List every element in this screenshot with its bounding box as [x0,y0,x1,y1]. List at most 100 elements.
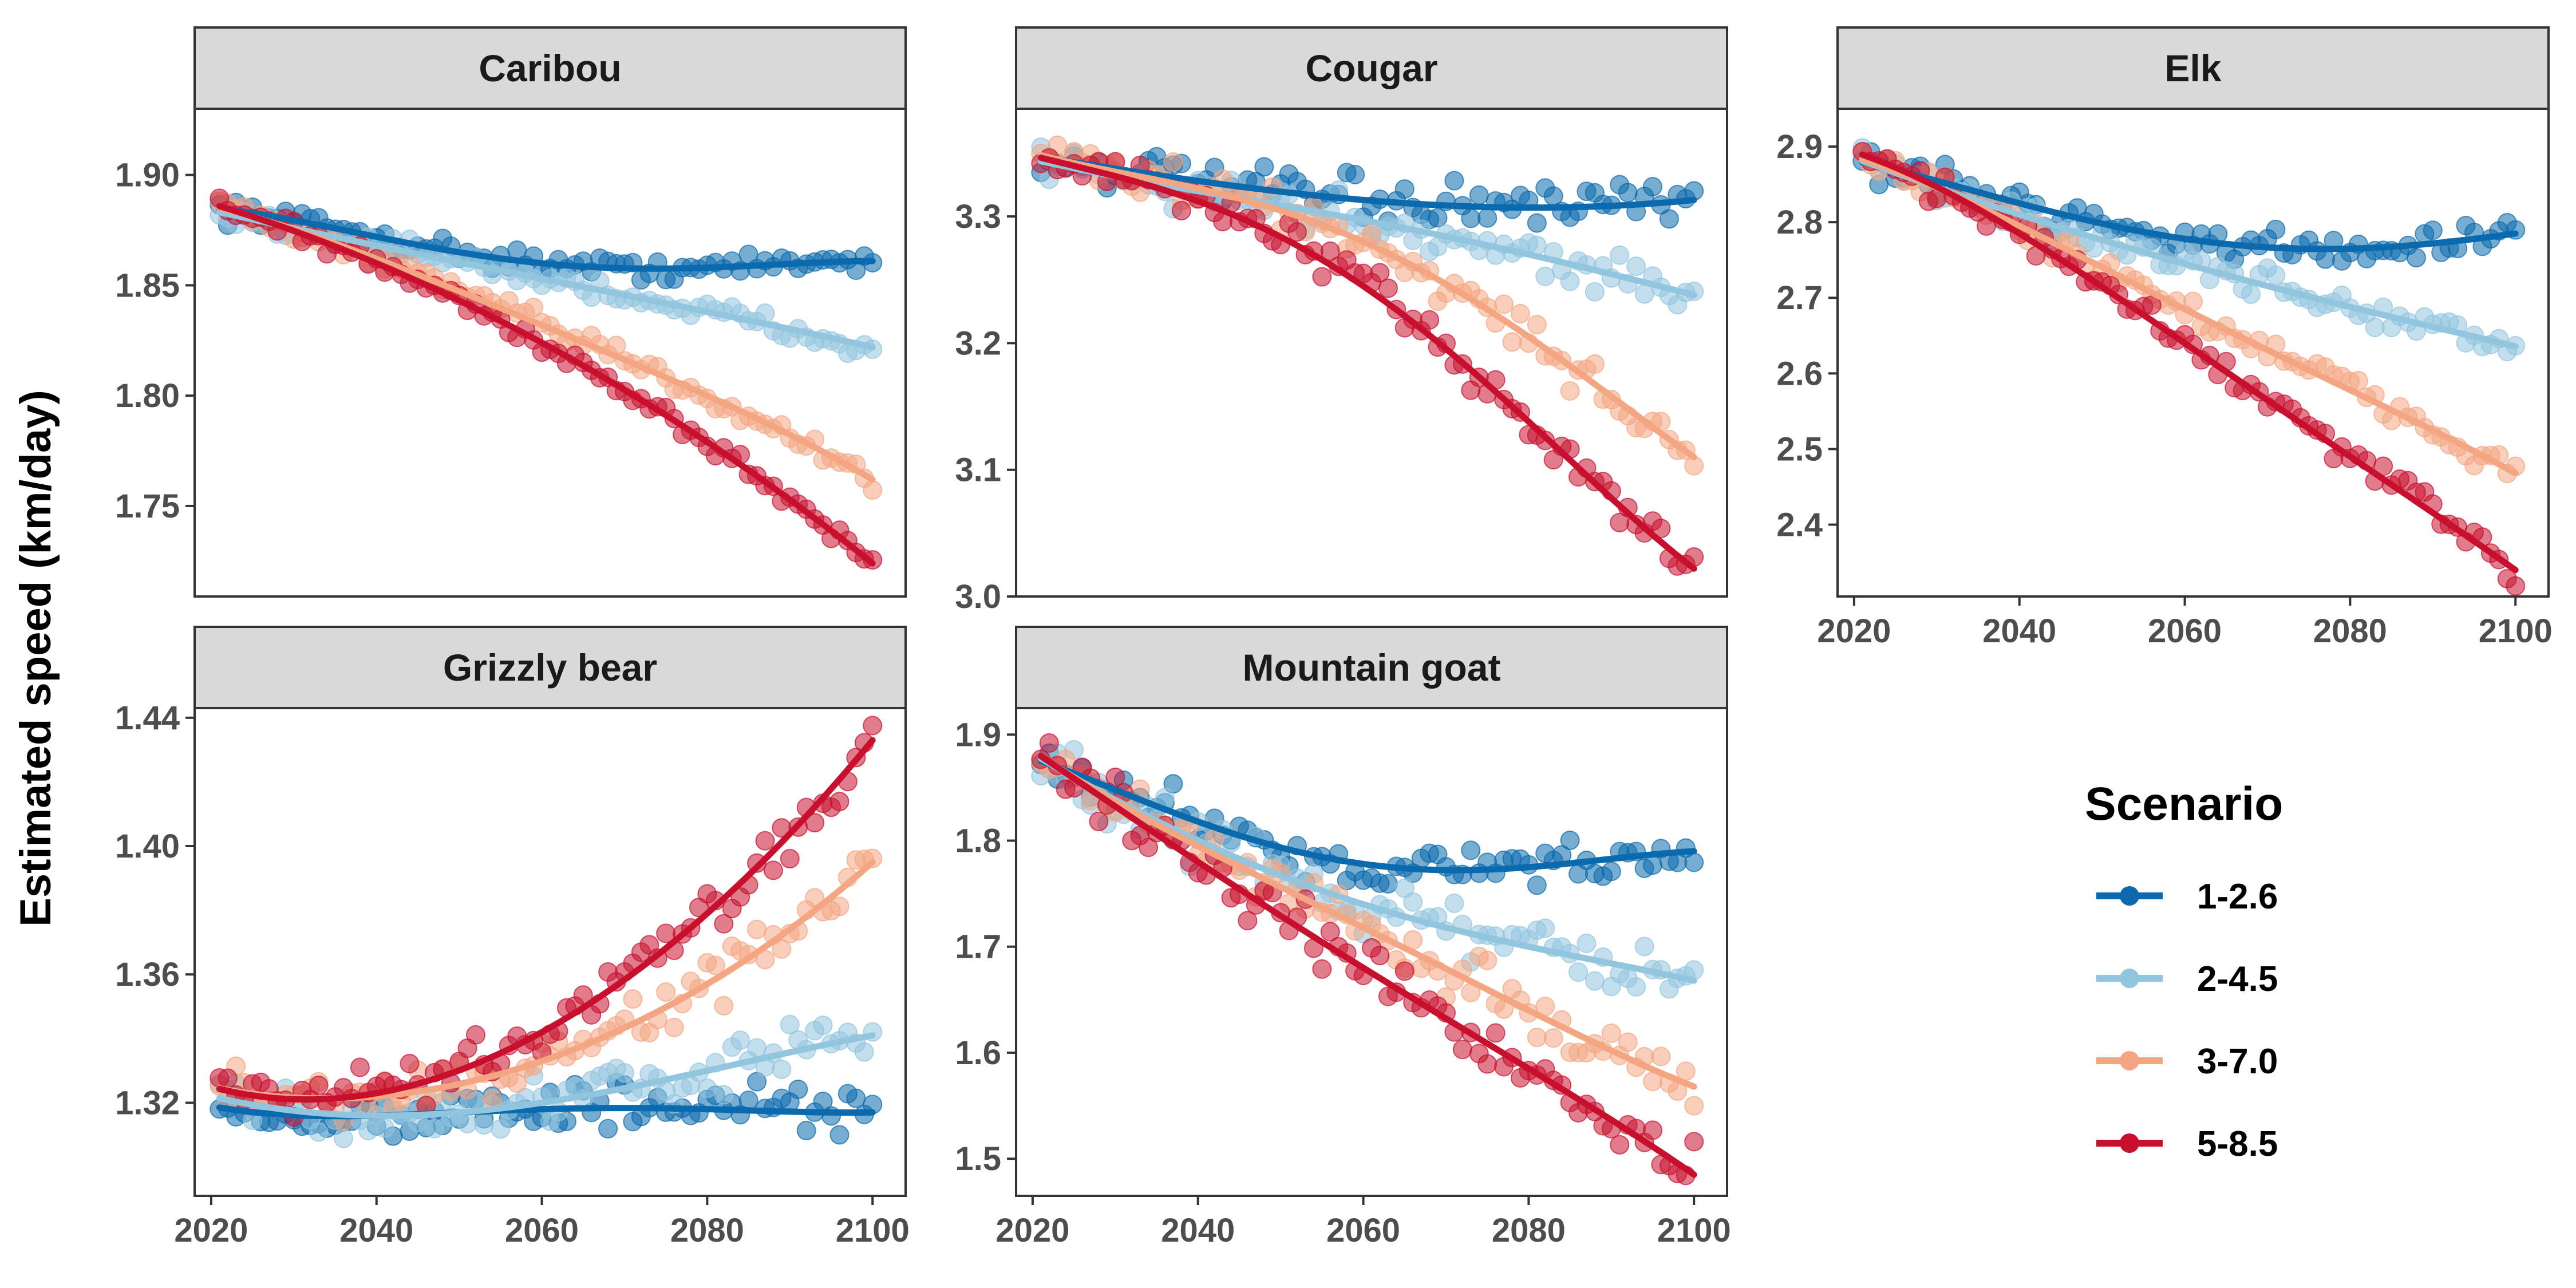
strip-background [1015,626,1728,709]
trend-line-1-2.6 [1037,153,1697,211]
data-point-5-8.5 [350,1057,370,1077]
data-point-5-8.5 [755,831,775,851]
data-point-1-2.6 [2316,249,2336,269]
panel-elk: Elk 2.4 2.5 2.6 2.7 2.8 2.9 2020 2040 2060 2080 210… [1776,26,2553,650]
panel-mountain-goat: Mountain goat 1.5 1.6 1.7 1.8 1.9 2020 2040 2060… [955,626,1731,1249]
data-point-2-4.5 [780,1014,800,1034]
data-point-2-4.5 [1568,962,1589,982]
legend-swatch-point [2120,1051,2139,1070]
panel-data [1031,733,1704,1186]
data-point-1-2.6 [1618,183,1638,203]
data-point-3-7.0 [524,297,544,317]
data-point-5-8.5 [1039,733,1059,753]
data-point-2-4.5 [854,1042,874,1062]
legend-title: Scenario [2085,778,2283,830]
data-point-2-4.5 [747,1038,767,1058]
data-point-1-2.6 [796,1120,816,1140]
data-point-2-4.5 [614,1063,634,1083]
data-point-1-2.6 [1469,185,1489,205]
data-point-3-7.0 [829,896,850,916]
data-point-1-2.6 [2406,248,2426,268]
data-point-3-7.0 [664,1017,684,1037]
data-point-1-2.6 [1428,208,1448,228]
data-point-1-2.6 [2266,219,2286,239]
trend-line-2-4.5 [216,1032,876,1119]
legend-entry-label: 1-2.6 [2197,877,2278,916]
y-tick-label: 2.4 [1776,507,1823,544]
data-point-5-8.5 [1139,837,1159,858]
y-tick-label: 3.0 [955,578,1001,615]
data-point-5-8.5 [1089,812,1109,832]
data-point-3-7.0 [656,982,676,1002]
data-point-5-8.5 [1684,1132,1704,1152]
strip-title: Elk [2164,47,2221,89]
y-tick-label: 1.44 [115,700,180,737]
strip-background [1015,26,1728,110]
x-tick-label: 2100 [2479,613,2553,650]
legend: Scenario 1-2.6 2-4.5 3-7.0 5-8.5 [2085,778,2283,1164]
data-point-3-7.0 [772,939,792,959]
data-point-1-2.6 [1394,179,1415,199]
data-point-1-2.6 [747,1072,767,1092]
strip-background [193,626,907,709]
strip-title: Caribou [479,47,621,89]
data-point-3-7.0 [1502,332,1522,352]
data-point-1-2.6 [1477,208,1498,228]
data-point-5-8.5 [1312,959,1332,979]
data-point-1-2.6 [1527,875,1547,895]
legend-swatch-point [2120,1133,2139,1153]
data-point-5-8.5 [1485,1023,1506,1043]
panel-data [210,716,883,1148]
data-point-5-8.5 [780,849,800,869]
data-point-3-7.0 [863,480,883,500]
trend-line-5-8.5 [1037,753,1697,1178]
x-tick-label: 2040 [1982,613,2056,650]
data-point-2-4.5 [1634,937,1654,957]
data-point-1-2.6 [829,1125,850,1145]
trend-line-5-8.5 [1859,151,2519,574]
y-tick-label: 1.85 [115,267,180,304]
x-tick-label: 2060 [505,1212,579,1249]
data-point-5-8.5 [466,1025,486,1045]
strip-background [193,26,907,110]
data-point-3-7.0 [1527,1028,1547,1048]
data-point-2-4.5 [1585,971,1605,991]
data-point-3-7.0 [1618,1032,1638,1052]
x-tick-label: 2080 [1492,1212,1566,1249]
data-point-1-2.6 [738,1091,758,1111]
data-point-5-8.5 [1477,1054,1498,1074]
data-point-2-4.5 [1403,892,1423,912]
legend-entry-label: 2-4.5 [2197,959,2278,999]
data-point-2-4.5 [1535,918,1555,938]
data-point-5-8.5 [829,792,850,812]
data-point-3-7.0 [1494,294,1514,314]
data-point-5-8.5 [400,1054,420,1074]
data-point-1-2.6 [1527,213,1547,233]
x-tick-label: 2060 [2148,613,2222,650]
y-axis-label: Estimated speed (km/day) [11,390,60,927]
data-point-2-4.5 [1626,977,1646,997]
trend-line-1-2.6 [216,206,876,272]
data-point-5-8.5 [1312,267,1332,287]
data-point-5-8.5 [714,914,734,934]
trend-line-5-8.5 [1037,155,1697,572]
data-point-1-2.6 [1378,874,1398,894]
x-tick-label: 2040 [1161,1212,1235,1249]
trend-line-2-4.5 [1859,157,2519,350]
data-point-3-7.0 [1527,315,1547,335]
data-point-3-7.0 [714,995,734,1016]
trend-line-5-8.5 [216,737,876,1103]
strip-background [1836,26,2550,110]
data-point-2-4.5 [1610,245,1630,265]
trend-line-3-7.0 [1037,753,1697,1090]
data-point-5-8.5 [1287,222,1307,242]
data-point-5-8.5 [1370,263,1390,283]
data-point-1-2.6 [1461,208,1481,228]
y-tick-label: 1.90 [115,157,180,194]
trend-line-2-4.5 [216,209,876,350]
y-tick-label: 1.9 [955,716,1001,753]
x-tick-label: 2080 [2313,613,2387,650]
data-point-5-8.5 [309,1075,329,1095]
data-point-1-2.6 [1444,171,1464,191]
